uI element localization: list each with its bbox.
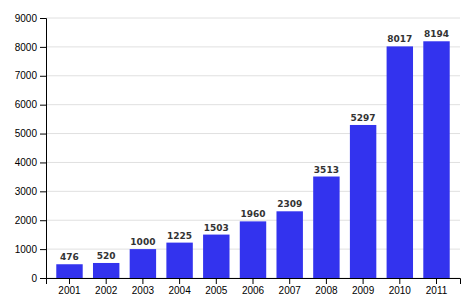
x-tick-mark (326, 278, 327, 284)
x-tick-mark (69, 278, 70, 284)
plot-area: 2001 2002 2003 2004 2005 2006 2007 2008 2009 2010… (15, 13, 461, 296)
y-tick-mark (40, 162, 46, 163)
data-label: 1503 (204, 223, 229, 233)
y-tick: 8000 (15, 42, 46, 53)
x-tick-mark (142, 278, 143, 284)
y-tick-mark (40, 220, 46, 221)
data-label: 476 (60, 252, 79, 262)
y-tick-mark (40, 47, 46, 48)
y-tick-mark (40, 18, 46, 19)
y-tick-label: 3000 (15, 186, 38, 197)
x-tick: 2003 (132, 278, 155, 296)
data-label: 2309 (277, 199, 302, 209)
x-tick-label: 2008 (315, 285, 338, 296)
y-tick-mark (40, 278, 46, 279)
y-tick-mark (40, 134, 46, 135)
x-tick-label: 2003 (132, 285, 155, 296)
axis-line (47, 279, 461, 285)
x-tick-label: 2006 (242, 285, 265, 296)
bar (276, 211, 302, 278)
y-tick-label: 8000 (15, 42, 38, 53)
data-label: 3513 (314, 165, 339, 175)
chart-container: 2001 2002 2003 2004 2005 2006 2007 2008 2009 2010… (0, 0, 470, 304)
data-labels: 476 520 1000 1225 1503 1960 2309 3513 5297 8017 81… (60, 29, 449, 262)
bar (387, 46, 413, 278)
y-tick-label: 0 (31, 273, 37, 284)
bars (56, 41, 449, 278)
chart-svg: 2001 2002 2003 2004 2005 2006 2007 2008 2009 2010… (0, 0, 470, 304)
y-tick-label: 6000 (15, 99, 38, 110)
x-tick-label: 2010 (389, 285, 412, 296)
bar (203, 235, 229, 278)
x-tick-label: 2011 (426, 285, 448, 296)
bar (166, 243, 192, 278)
y-tick-label: 5000 (15, 128, 38, 139)
bar (423, 41, 449, 278)
x-tick-label: 2001 (58, 285, 81, 296)
y-tick: 7000 (15, 70, 46, 81)
data-label: 8017 (387, 34, 412, 44)
bar (240, 221, 266, 278)
data-label: 1960 (240, 209, 265, 219)
y-tick-label: 4000 (15, 157, 38, 168)
y-tick: 3000 (15, 186, 46, 197)
x-tick-mark (216, 278, 217, 284)
x-tick: 2005 (205, 278, 228, 296)
x-tick-label: 2007 (279, 285, 302, 296)
grid-line (46, 18, 460, 19)
y-tick: 9000 (15, 13, 46, 24)
bar (130, 249, 156, 278)
data-label: 1225 (167, 231, 192, 241)
data-label: 520 (97, 251, 116, 261)
x-tick: 2010 (389, 278, 412, 296)
x-tick-mark (399, 278, 400, 284)
x-tick-label: 2004 (168, 285, 191, 296)
data-label: 5297 (351, 113, 376, 123)
y-axis: 0 1000 2000 3000 4000 5000 6000 7000 8000 9000 (15, 13, 47, 284)
y-tick: 4000 (15, 157, 46, 168)
x-tick-label: 2002 (95, 285, 118, 296)
x-tick: 2011 (426, 278, 448, 296)
x-tick: 2007 (279, 278, 302, 296)
y-tick-mark (40, 249, 46, 250)
bar (350, 125, 376, 278)
x-tick-mark (363, 278, 364, 284)
x-tick: 2006 (242, 278, 265, 296)
y-tick-label: 7000 (15, 70, 38, 81)
y-tick-mark (40, 191, 46, 192)
y-tick-label: 1000 (15, 244, 38, 255)
y-tick-label: 9000 (15, 13, 38, 24)
y-tick-mark (40, 76, 46, 77)
axis-line (40, 19, 47, 279)
x-tick-mark (289, 278, 290, 284)
x-tick-label: 2005 (205, 285, 228, 296)
y-tick: 1000 (15, 244, 46, 255)
x-tick-label: 2009 (352, 285, 375, 296)
bar (56, 264, 82, 278)
x-tick-mark (179, 278, 180, 284)
y-tick: 0 (31, 273, 46, 284)
x-tick: 2002 (95, 278, 118, 296)
x-tick: 2001 (58, 278, 81, 296)
y-tick: 2000 (15, 215, 46, 226)
y-tick: 6000 (15, 99, 46, 110)
x-tick-mark (253, 278, 254, 284)
x-tick: 2008 (315, 278, 338, 296)
x-tick: 2004 (168, 278, 191, 296)
x-tick: 2009 (352, 278, 375, 296)
x-tick-mark (436, 278, 437, 284)
y-tick-mark (40, 105, 46, 106)
grid (46, 18, 460, 278)
x-tick-mark (106, 278, 107, 284)
data-label: 8194 (424, 29, 449, 39)
data-label: 1000 (130, 237, 155, 247)
x-axis: 2001 2002 2003 2004 2005 2006 2007 2008 2009 2010… (47, 278, 461, 296)
bar (93, 263, 119, 278)
y-tick: 5000 (15, 128, 46, 139)
y-tick-label: 2000 (15, 215, 38, 226)
bar (313, 177, 339, 278)
